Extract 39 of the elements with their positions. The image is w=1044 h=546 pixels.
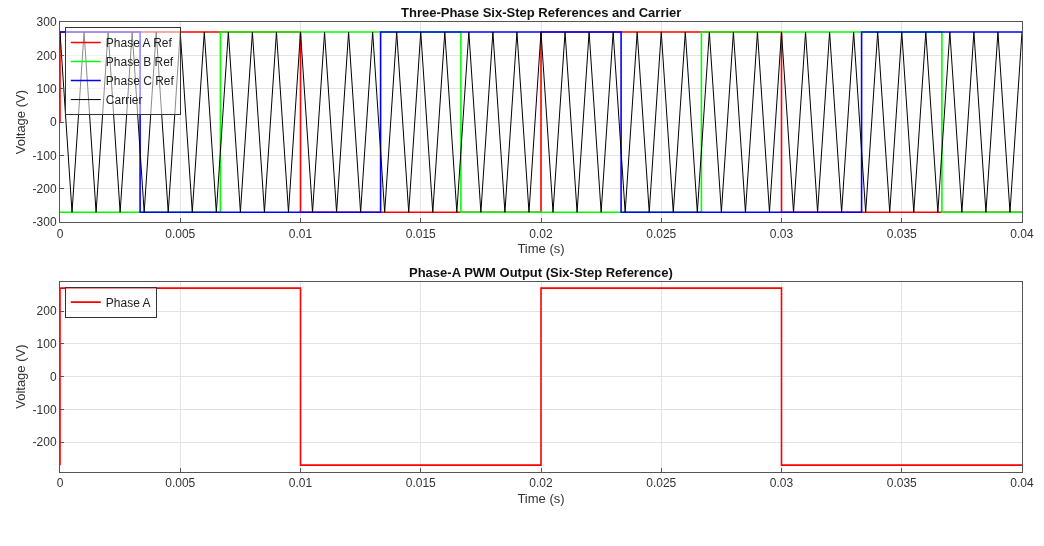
x-tick-label: 0.005 [165,226,196,241]
x-tick-label: 0.025 [646,476,677,491]
y-tick-label: -200 [32,182,57,197]
x-axis-title: Time (s) [517,490,565,506]
x-tick-label: 0.01 [288,476,313,491]
legend-label: Carrier [105,93,143,108]
y-tick-label: -300 [32,215,57,230]
x-tick-label: 0.015 [405,476,437,491]
x-axis-title: Time (s) [517,241,565,257]
x-tick-label: 0.035 [886,476,918,491]
x-tick-label: 0.02 [529,476,553,491]
legend-label: Phase C Ref [105,74,175,89]
y-tick-label: -100 [32,148,57,163]
x-tick-label: 0.015 [405,226,437,241]
x-tick-label: 0.02 [529,226,553,241]
legend-label: Phase A Ref [105,36,173,51]
x-tick-label: 0.01 [288,226,313,241]
y-tick-label: 0 [49,369,57,384]
x-tick-label: 0.025 [646,226,677,241]
chart-title: Phase-A PWM Output (Six-Step Reference) [409,265,673,280]
y-tick-label: 100 [36,337,57,352]
legend-label: Phase A [105,295,151,310]
x-tick-label: 0.04 [1010,476,1034,491]
x-tick-label: 0.03 [769,226,794,241]
y-axis-title: Voltage (V) [12,344,28,409]
x-tick-label: 0.04 [1010,226,1034,241]
legend-label: Phase B Ref [105,55,174,70]
y-tick-label: 300 [36,15,57,30]
x-tick-label: 0.03 [769,476,794,491]
y-tick-label: 0 [49,115,57,130]
y-tick-label: 100 [36,81,57,96]
x-tick-label: 0.035 [886,226,918,241]
y-tick-label: 200 [36,48,57,63]
chart-title: Three-Phase Six-Step References and Carrier [401,5,682,20]
x-tick-label: 0.005 [165,476,196,491]
y-tick-label: -200 [32,435,57,450]
y-tick-label: 200 [36,304,57,319]
y-tick-label: -100 [32,402,57,417]
y-axis-title: Voltage (V) [12,89,28,155]
